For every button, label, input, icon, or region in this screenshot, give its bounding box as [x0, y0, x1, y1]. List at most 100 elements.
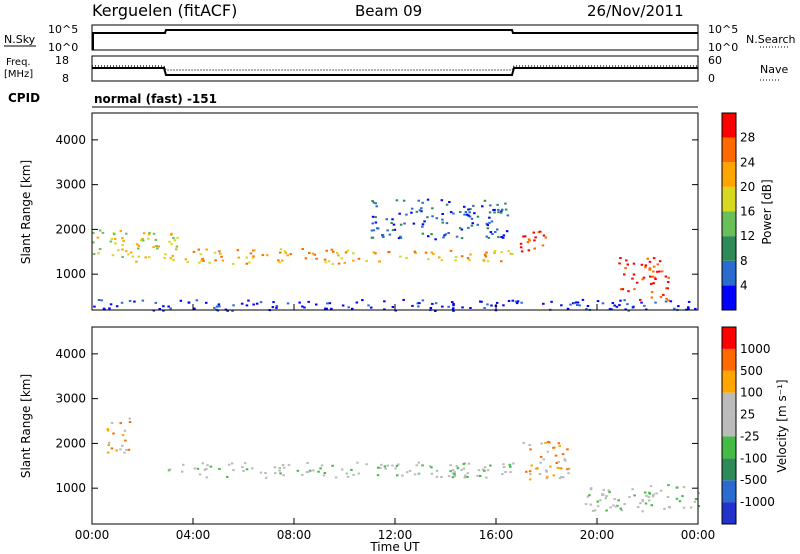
heatmap-cell — [538, 473, 542, 475]
heatmap-cell — [266, 254, 269, 257]
heatmap-cell — [509, 252, 513, 255]
heatmap-cell — [371, 200, 374, 202]
heatmap-cell — [558, 444, 561, 447]
heatmap-cell — [575, 301, 578, 304]
heatmap-cell — [596, 505, 600, 508]
heatmap-cell — [477, 469, 481, 472]
heatmap-cell — [473, 212, 476, 215]
beam-title: Beam 09 — [355, 2, 422, 20]
heatmap-cell — [278, 261, 281, 264]
heatmap-cell — [259, 301, 263, 304]
heatmap-cell — [152, 246, 155, 249]
heatmap-cell — [213, 306, 216, 309]
heatmap-cell — [497, 236, 500, 239]
colorbar-segment — [722, 327, 736, 349]
heatmap-cell — [562, 476, 565, 479]
heatmap-cell — [611, 302, 615, 304]
freq-left-tick-bottom: 8 — [62, 72, 69, 85]
heatmap-cell — [324, 307, 327, 310]
heatmap-cell — [356, 461, 359, 464]
heatmap-cell — [453, 473, 456, 476]
heatmap-cell — [461, 306, 464, 309]
heatmap-cell — [648, 492, 652, 495]
heatmap-cell — [131, 255, 134, 258]
heatmap-cell — [618, 262, 621, 265]
heatmap-cell — [209, 465, 213, 468]
heatmap-cell — [142, 239, 145, 242]
heatmap-cell — [489, 204, 492, 207]
heatmap-cell — [307, 300, 310, 303]
heatmap-cell — [669, 300, 673, 303]
heatmap-cell — [405, 213, 408, 216]
nsky-left-tick-top: 10^5 — [48, 23, 78, 36]
heatmap-cell — [528, 239, 531, 242]
heatmap-cell — [346, 475, 350, 478]
heatmap-cell — [383, 300, 386, 303]
heatmap-cell — [651, 495, 655, 498]
heatmap-cell — [654, 278, 657, 280]
heatmap-cell — [463, 213, 466, 216]
heatmap-cell — [616, 504, 619, 507]
heatmap-cell — [184, 258, 188, 261]
heatmap-cell — [486, 303, 489, 306]
heatmap-cell — [675, 486, 679, 489]
colorbar-segment — [722, 162, 736, 187]
heatmap-cell — [399, 235, 402, 238]
heatmap-cell — [441, 218, 444, 221]
heatmap-cell — [251, 467, 254, 470]
heatmap-cell — [609, 506, 612, 509]
heatmap-cell — [393, 228, 397, 231]
heatmap-cell — [427, 258, 430, 261]
heatmap-cell — [340, 468, 344, 471]
heatmap-cell — [335, 252, 339, 254]
heatmap-cell — [309, 469, 312, 472]
freq-left-label-1: Freq. — [6, 57, 31, 68]
heatmap-cell — [110, 421, 114, 424]
heatmap-cell — [391, 464, 394, 467]
heatmap-cell — [504, 471, 507, 473]
heatmap-cell — [441, 305, 444, 308]
heatmap-cell — [483, 253, 487, 256]
heatmap-cell — [415, 210, 419, 213]
heatmap-cell — [609, 308, 612, 311]
heatmap-cell — [355, 301, 359, 304]
heatmap-cell — [352, 259, 355, 262]
heatmap-cell — [370, 229, 374, 232]
heatmap-cell — [502, 463, 505, 466]
heatmap-cell — [402, 298, 405, 301]
heatmap-cell — [305, 471, 309, 474]
heatmap-cell — [164, 253, 167, 256]
heatmap-cell — [328, 302, 332, 305]
heatmap-cell — [619, 257, 622, 259]
heatmap-cell — [566, 448, 569, 451]
heatmap-cell — [444, 233, 448, 236]
heatmap-cell — [286, 302, 290, 305]
heatmap-cell — [380, 463, 383, 466]
heatmap-cell — [405, 256, 408, 259]
heatmap-cell — [445, 222, 449, 225]
heatmap-cell — [643, 491, 647, 494]
heatmap-cell — [245, 262, 249, 265]
heatmap-cell — [435, 217, 438, 220]
heatmap-cell — [120, 301, 124, 304]
heatmap-cell — [656, 270, 659, 273]
heatmap-cell — [371, 236, 375, 239]
heatmap-cell — [213, 251, 217, 254]
heatmap-cell — [520, 250, 524, 253]
heatmap-cell — [601, 302, 605, 305]
heatmap-cell — [502, 234, 506, 237]
heatmap-cell — [106, 428, 110, 431]
heatmap-cell — [155, 245, 158, 248]
heatmap-cell — [460, 468, 463, 471]
heatmap-cell — [485, 235, 488, 238]
heatmap-cell — [649, 485, 653, 488]
heatmap-cell — [98, 229, 102, 232]
heatmap-cell — [504, 202, 507, 205]
heatmap-cell — [347, 306, 350, 309]
colorbar-segment — [722, 285, 736, 310]
heatmap-cell — [124, 439, 127, 442]
heatmap-cell — [632, 273, 636, 276]
heatmap-cell — [226, 309, 229, 312]
heatmap-cell — [469, 208, 472, 211]
heatmap-cell — [544, 441, 547, 444]
